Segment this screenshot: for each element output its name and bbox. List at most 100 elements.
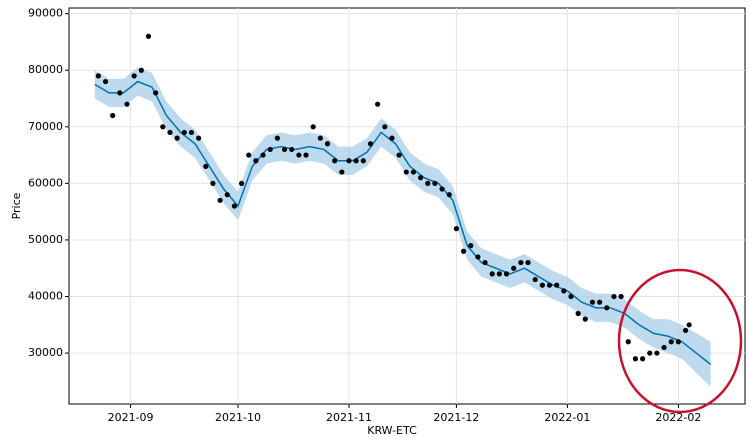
observation	[654, 350, 660, 356]
observation	[238, 180, 245, 186]
observation	[589, 299, 596, 305]
observation	[686, 322, 692, 328]
y-axis-label: Price	[10, 192, 23, 219]
observation	[296, 152, 302, 158]
observation	[418, 175, 424, 181]
highlight-circle	[617, 268, 743, 414]
observation	[668, 339, 674, 345]
observation	[253, 158, 259, 164]
observation	[217, 197, 223, 203]
observation	[568, 293, 574, 300]
observation	[682, 327, 689, 334]
observation	[632, 356, 639, 362]
observation	[389, 135, 395, 141]
observation	[138, 67, 144, 73]
observation	[224, 192, 230, 198]
x-tick-label: 2022-01	[544, 411, 590, 424]
plot-layer: 30000 40000 50000 60000 70000 80000 90000 2021-…	[28, 7, 745, 424]
y-tick-label: 60000	[28, 176, 63, 189]
observation	[532, 276, 538, 283]
observation	[518, 259, 524, 266]
observation	[625, 339, 631, 345]
y-tick-label: 80000	[28, 63, 63, 76]
observation	[117, 90, 123, 96]
observation	[439, 186, 445, 192]
observation	[611, 293, 617, 300]
observation	[482, 259, 488, 266]
observation	[460, 248, 467, 254]
observation	[131, 73, 137, 79]
observation	[360, 158, 366, 164]
observation	[410, 169, 417, 175]
observation	[468, 243, 474, 249]
observation	[675, 339, 682, 345]
observation	[281, 146, 288, 153]
observation	[425, 180, 431, 186]
x-tick-label: 2022-02	[655, 411, 701, 424]
observation	[375, 101, 381, 107]
observation	[174, 135, 180, 141]
observation	[324, 141, 331, 147]
observation	[110, 112, 116, 119]
observation	[310, 124, 316, 130]
observation	[188, 129, 195, 136]
observation	[511, 265, 517, 271]
observation	[145, 33, 152, 39]
observation	[167, 129, 173, 136]
observation	[496, 271, 502, 277]
observation	[274, 135, 280, 141]
observation	[289, 146, 295, 153]
observation	[246, 152, 252, 158]
x-tick-label: 2021-09	[108, 411, 154, 424]
observation	[231, 203, 238, 209]
observation	[124, 101, 130, 107]
observation	[561, 288, 567, 294]
observation	[647, 350, 653, 356]
observation	[446, 192, 452, 198]
observation	[303, 152, 309, 158]
observation	[525, 259, 531, 266]
observation	[346, 158, 352, 164]
observation	[317, 135, 323, 141]
observation	[181, 129, 187, 136]
observation	[196, 135, 202, 141]
observation	[539, 282, 545, 288]
observation	[210, 180, 216, 186]
observation	[203, 163, 209, 169]
observation	[475, 254, 481, 260]
observation	[403, 169, 409, 175]
x-tick-label: 2021-10	[215, 411, 261, 424]
observation	[546, 282, 553, 288]
observation	[661, 344, 667, 351]
observation	[396, 152, 402, 158]
y-tick-label: 70000	[28, 120, 63, 133]
observation	[554, 282, 560, 288]
y-tick-label: 30000	[28, 346, 63, 359]
observation	[260, 152, 266, 158]
y-tick-label: 90000	[28, 7, 63, 20]
observation	[639, 356, 646, 362]
plot-frame	[68, 7, 746, 405]
observation	[489, 271, 495, 277]
observation	[597, 299, 603, 305]
observation	[160, 124, 166, 130]
observation	[618, 293, 624, 300]
x-axis-label: KRW-ETC	[367, 424, 417, 437]
y-tick-label: 40000	[28, 290, 63, 303]
observation	[432, 180, 438, 186]
observation	[332, 158, 338, 164]
grid	[69, 8, 745, 404]
observation	[353, 158, 359, 164]
y-tick-label: 50000	[28, 233, 63, 246]
observation	[339, 169, 345, 175]
x-tick-label: 2021-11	[326, 411, 372, 424]
uncertainty-band	[94, 67, 711, 388]
observation	[95, 73, 101, 79]
observation	[604, 305, 610, 311]
observation	[582, 316, 588, 322]
observation	[102, 78, 109, 85]
observation	[453, 226, 460, 232]
observation	[367, 141, 374, 147]
observation	[153, 90, 159, 96]
